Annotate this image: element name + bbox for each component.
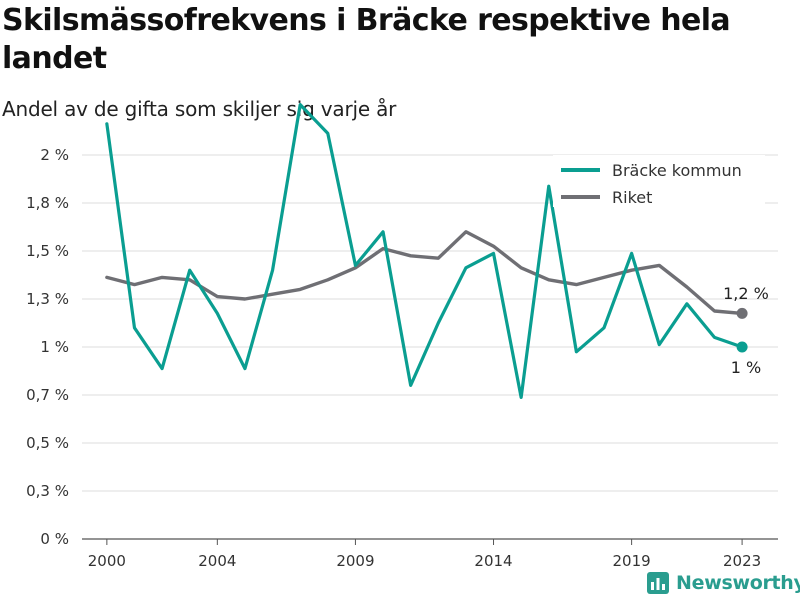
chart-subtitle: Andel av de gifta som skiljer sig varje … (2, 97, 397, 121)
y-tick-label: 0,3 % (26, 482, 69, 500)
y-tick-label: 0 % (40, 530, 69, 548)
y-tick-label: 0,7 % (26, 386, 69, 404)
end-label-bracke: 1 % (731, 358, 761, 377)
end-point-riket (736, 307, 748, 319)
x-tick-label: 2004 (198, 552, 236, 570)
legend-label-bracke: Bräcke kommun (612, 161, 742, 180)
series-line-bracke (105, 102, 744, 399)
brand-name: Newsworthy (676, 572, 800, 594)
x-axis-ticks: 2000 2004 2009 2014 2019 2023 (88, 539, 761, 570)
series-lines (105, 102, 748, 399)
x-tick-label: 2023 (723, 552, 761, 570)
y-tick-label: 0,5 % (26, 434, 69, 452)
gridlines (82, 154, 778, 540)
y-axis-ticks: 0 % 0,3 % 0,5 % 0,7 % 1 % 1,3 % 1,5 % 1,8 % 2 % (26, 146, 69, 548)
y-tick-label: 1,5 % (26, 242, 69, 260)
newsworthy-logo-icon (647, 572, 669, 594)
y-tick-label: 1,8 % (26, 194, 69, 212)
x-tick-label: 2000 (88, 552, 126, 570)
y-tick-label: 1,3 % (26, 290, 69, 308)
end-label-riket: 1,2 % (723, 284, 769, 303)
y-tick-label: 1 % (40, 338, 69, 356)
legend-label-riket: Riket (612, 188, 652, 207)
y-tick-label: 2 % (40, 146, 69, 164)
end-labels: 1,2 % 1 % (723, 284, 769, 377)
legend: Bräcke kommun Riket (553, 155, 765, 207)
x-tick-label: 2019 (613, 552, 651, 570)
x-tick-label: 2014 (474, 552, 512, 570)
chart-title: Skilsmässofrekvens i Bräcke respektive h… (2, 3, 731, 76)
x-tick-label: 2009 (336, 552, 374, 570)
newsworthy-logo: Newsworthy (646, 566, 800, 600)
end-point-bracke (736, 341, 748, 353)
